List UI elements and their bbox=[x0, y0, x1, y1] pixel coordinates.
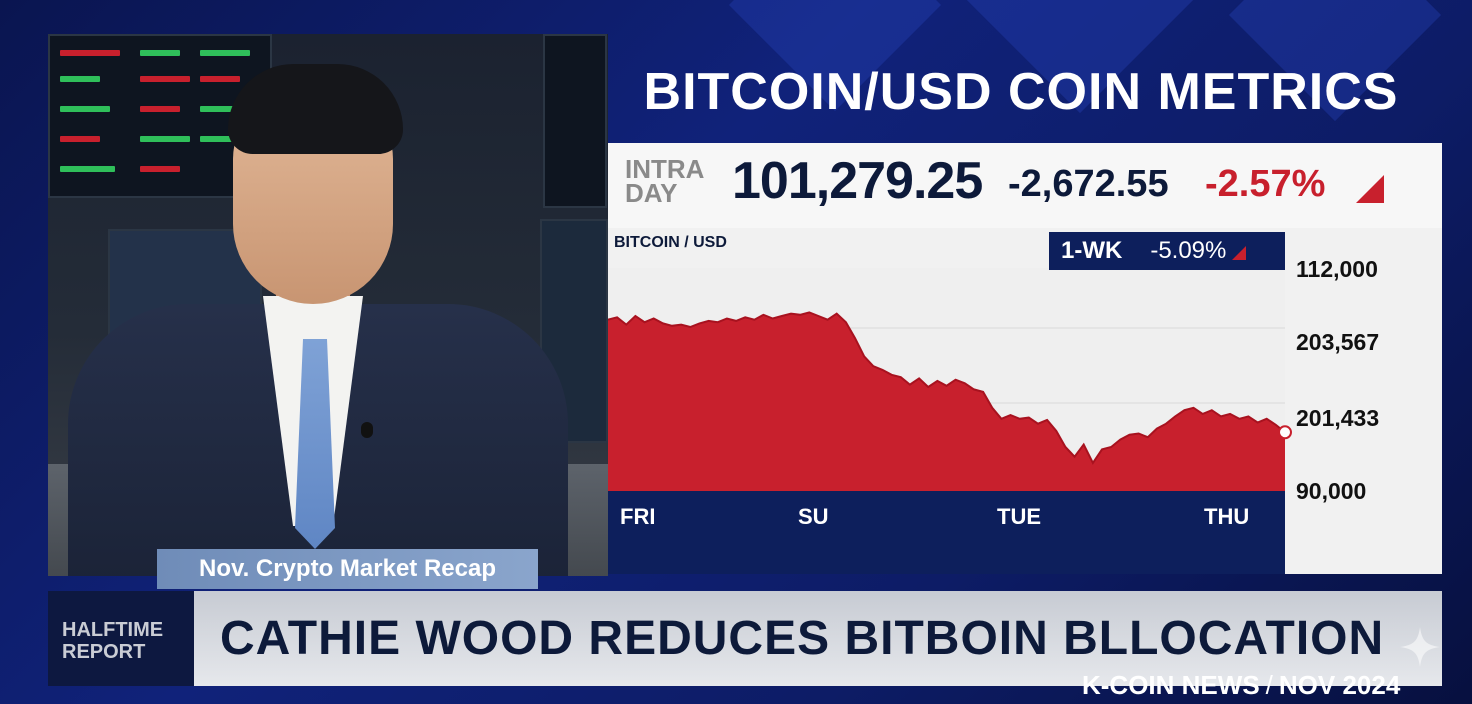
x-tick-label: THU bbox=[1204, 504, 1250, 529]
studio-monitor bbox=[543, 34, 607, 208]
anchor-tie bbox=[295, 339, 335, 549]
triangle-down-icon bbox=[1356, 175, 1384, 203]
x-axis-band bbox=[608, 491, 1285, 574]
headline-text: CATHIE WOOD REDUCES BITBOIN BLLOCATION bbox=[220, 612, 1385, 665]
intraday-label: INTRA DAY bbox=[625, 154, 705, 208]
y-tick-label: 90,000 bbox=[1296, 478, 1367, 504]
segment-tag: Nov. Crypto Market Recap bbox=[157, 549, 538, 589]
period-change: -5.09% bbox=[1150, 237, 1227, 264]
graphic-title: BITCOIN/USD COIN METRICS bbox=[643, 63, 1399, 121]
last-point-marker bbox=[1278, 425, 1292, 440]
lapel-mic-icon bbox=[361, 422, 373, 438]
anchor-hair bbox=[228, 64, 403, 154]
x-tick-label: SU bbox=[798, 504, 829, 529]
price-change: -2,672.55 bbox=[1008, 163, 1169, 205]
show-name-box: HALFTIME REPORT bbox=[48, 591, 194, 686]
triangle-down-icon bbox=[1232, 246, 1247, 260]
period-badge: 1-WK -5.09% bbox=[1049, 232, 1285, 270]
price-line bbox=[608, 311, 1286, 465]
show-name: HALFTIME REPORT bbox=[62, 619, 192, 663]
anchor-video-feed bbox=[48, 34, 608, 576]
x-tick-label: FRI bbox=[620, 504, 656, 529]
chart-panel: INTRA DAY 101,279.25 -2,672.55 -2.57% BI… bbox=[608, 143, 1442, 574]
quote-row: INTRA DAY 101,279.25 -2,672.55 -2.57% bbox=[608, 143, 1442, 228]
headline-ticker bbox=[48, 591, 1442, 686]
watermark-brand: K-COIN NEWS bbox=[1082, 670, 1260, 700]
show-name-line1: HALFTIME bbox=[62, 619, 164, 641]
period-label: 1-WK bbox=[1061, 237, 1123, 264]
price-change-pct: -2.57% bbox=[1205, 163, 1326, 205]
x-tick-label: TUE bbox=[997, 504, 1041, 529]
intraday-label-line2: DAY bbox=[625, 178, 678, 208]
watermark-date: NOV 2024 bbox=[1278, 670, 1401, 700]
y-tick-label: 203,567 bbox=[1296, 329, 1380, 355]
y-tick-label: 201,433 bbox=[1296, 405, 1380, 431]
intraday-label-line1: INTRA bbox=[625, 154, 705, 184]
series-label: BITCOIN / USD bbox=[614, 234, 727, 251]
price-chart bbox=[608, 268, 1292, 491]
show-name-line2: REPORT bbox=[62, 641, 146, 663]
price-area bbox=[608, 312, 1285, 491]
sparkle-icon bbox=[1400, 627, 1440, 667]
watermark-separator: / bbox=[1265, 670, 1273, 700]
y-tick-label: 112,000 bbox=[1296, 256, 1378, 282]
studio-monitor bbox=[540, 219, 608, 443]
last-price: 101,279.25 bbox=[732, 152, 983, 210]
channel-watermark: K-COIN NEWS / NOV 2024 bbox=[1082, 670, 1400, 701]
